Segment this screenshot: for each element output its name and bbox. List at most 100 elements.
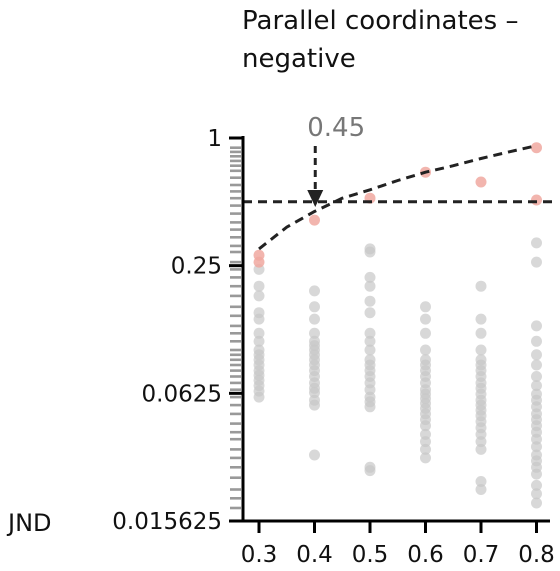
rug-mark [230, 155, 241, 158]
rug-mark [230, 314, 241, 318]
chart-title-line-2: negative [242, 44, 356, 74]
x-tick-label: 0.5 [352, 542, 389, 568]
rug-mark [230, 228, 241, 231]
gray-data-point [531, 488, 542, 500]
rug-mark [230, 412, 241, 416]
rug-mark [230, 196, 241, 200]
gray-data-point [531, 380, 542, 392]
rug-mark [230, 506, 241, 510]
fit-curve [258, 144, 537, 251]
annotation: 0.45 [307, 113, 365, 207]
gray-data-point [420, 344, 431, 356]
chart-title: Parallel coordinates – negative [242, 6, 518, 74]
rug-mark [230, 332, 241, 335]
rug-mark [230, 260, 241, 264]
gray-data-point [531, 237, 542, 249]
rug-mark [230, 276, 241, 279]
gray-data-point [364, 335, 376, 347]
red-points [253, 142, 542, 268]
gray-data-point [531, 320, 542, 332]
gray-data-point [309, 301, 320, 313]
gray-data-point [309, 327, 320, 339]
rug-mark [230, 244, 241, 248]
rug-mark [230, 250, 241, 254]
rug-mark [230, 466, 241, 469]
rug-mark [230, 204, 241, 207]
gray-data-point [253, 391, 265, 403]
chart-title-line-1: Parallel coordinates – [242, 6, 518, 36]
rug-mark [230, 176, 241, 179]
gray-data-point [364, 401, 376, 413]
rug-mark [230, 348, 241, 352]
gray-data-point [364, 295, 376, 307]
gray-data-point [531, 441, 542, 453]
gray-data-point [364, 271, 376, 283]
gray-data-point [309, 285, 320, 297]
y-tick-label: 0.015625 [112, 509, 222, 535]
fit-lines [243, 144, 558, 251]
rug-mark [230, 395, 241, 399]
y-tick-label: 0.25 [171, 254, 222, 280]
rug-mark [230, 190, 241, 193]
x-tick-label: 0.7 [463, 542, 500, 568]
rug-mark [230, 476, 241, 479]
gray-data-point [253, 280, 265, 292]
gray-data-point [475, 313, 487, 325]
gray-data-point [531, 479, 542, 491]
gray-data-point [364, 327, 376, 339]
gray-data-point [253, 335, 265, 347]
gray-data-point [309, 387, 320, 399]
gray-data-point [420, 327, 431, 339]
rug-mark [230, 268, 241, 271]
rug-mark [230, 437, 241, 441]
gray-data-point [531, 349, 542, 361]
gray-data-point [420, 452, 431, 464]
rug-mark [230, 294, 241, 298]
rug-mark [230, 388, 241, 391]
axes: 1 0.25 0.0625 0.015625 0.3 0.4 0.5 0.6 0.7 0.8 [112, 126, 555, 568]
gray-data-point [253, 327, 265, 339]
gray-points [253, 237, 542, 509]
rug-mark [230, 212, 241, 215]
gray-data-point [309, 449, 320, 461]
x-tick-label: 0.8 [518, 542, 555, 568]
rug-mark [230, 159, 241, 163]
rug-mark [230, 430, 241, 434]
red-data-point [531, 142, 542, 154]
gray-data-point [309, 313, 320, 325]
gray-data-point [253, 290, 265, 302]
gray-data-point [364, 246, 376, 258]
gray-data-point [364, 344, 376, 356]
red-data-point [475, 176, 487, 188]
rug-mark [230, 284, 241, 288]
rug-mark [230, 369, 241, 372]
gray-data-point [364, 465, 376, 477]
gray-data-point [531, 371, 542, 382]
y-axis-label: JND [6, 509, 52, 537]
red-data-point [531, 194, 542, 206]
rug-mark [230, 381, 241, 385]
gray-data-point [531, 497, 542, 509]
rug-mark [230, 236, 241, 239]
gray-data-point [475, 476, 487, 487]
gray-data-point [475, 280, 487, 292]
gray-data-point [420, 313, 431, 325]
annotation-arrow-head [307, 190, 324, 207]
rug-marks [230, 146, 241, 510]
rug-mark [230, 448, 241, 451]
y-tick-label: 0.0625 [142, 381, 222, 407]
x-tick-label: 0.6 [407, 542, 444, 568]
rug-mark [230, 305, 241, 309]
rug-mark [230, 456, 241, 460]
red-data-point [309, 214, 320, 226]
y-tick-label: 1 [207, 126, 222, 152]
gray-data-point [475, 436, 487, 448]
gray-data-point [531, 359, 542, 371]
gray-data-point [420, 301, 431, 313]
gray-data-point [475, 327, 487, 339]
rug-mark [230, 164, 241, 167]
x-tick-label: 0.4 [296, 542, 333, 568]
gray-data-point [475, 344, 487, 356]
gray-data-point [531, 468, 542, 480]
